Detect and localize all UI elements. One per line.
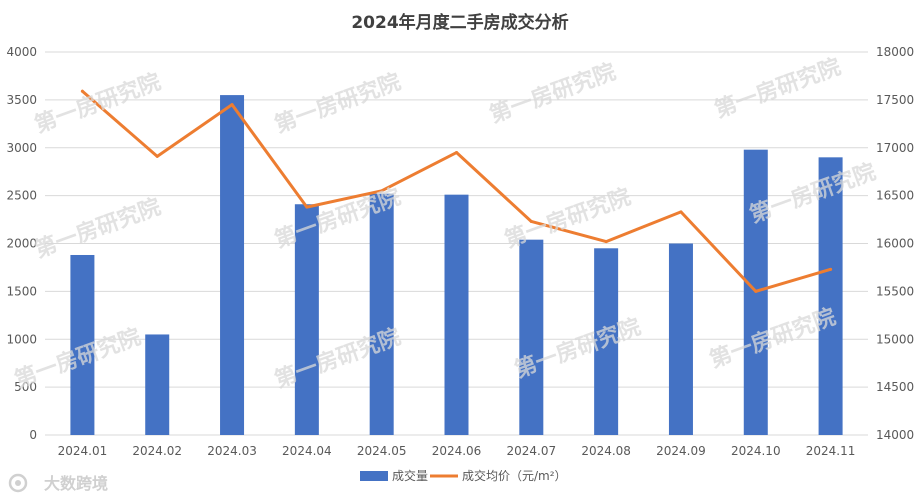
y-left-tick-label: 3000	[6, 141, 37, 155]
watermark-text: 第一房研究院	[501, 184, 634, 254]
source-label: 大数跨境	[44, 474, 108, 493]
bar	[145, 334, 170, 435]
bar	[668, 243, 693, 435]
bar	[294, 204, 319, 435]
axes: 0 14000 500 14500 1000 15000 1500 15500 2000 1600…	[6, 45, 914, 458]
x-tick-label: 2024.06	[432, 444, 482, 458]
y-right-tick-label: 14500	[876, 380, 914, 394]
y-left-tick-label: 1500	[6, 284, 37, 298]
legend-label-bar: 成交量	[392, 468, 428, 483]
x-tick-label: 2024.04	[282, 444, 332, 458]
line-point	[380, 189, 384, 193]
bar	[594, 248, 619, 435]
watermark-text: 第一房研究院	[31, 69, 164, 139]
x-tick-label: 2024.08	[581, 444, 631, 458]
legend-label-line: 成交均价（元/m²）	[462, 468, 567, 483]
bar	[444, 194, 469, 435]
source-logo: 大数跨境	[8, 473, 108, 493]
y-right-tick-label: 18000	[876, 45, 914, 59]
legend-swatch-bar	[360, 471, 388, 481]
line-series	[80, 89, 833, 293]
line-point	[604, 240, 608, 244]
y-right-tick-label: 17500	[876, 93, 914, 107]
line-point	[155, 154, 159, 158]
line-point	[230, 103, 234, 107]
y-left-tick-label: 2500	[6, 189, 37, 203]
watermark-text: 第一房研究院	[486, 59, 619, 129]
watermark-text: 第一房研究院	[711, 54, 844, 124]
line-point	[829, 267, 833, 271]
bar	[519, 239, 544, 435]
x-tick-label: 2024.01	[58, 444, 108, 458]
chart-title: 2024年月度二手房成交分析	[351, 12, 568, 33]
y-right-tick-label: 16500	[876, 189, 914, 203]
y-left-tick-label: 3500	[6, 93, 37, 107]
bar	[220, 95, 245, 436]
y-right-tick-label: 15500	[876, 284, 914, 298]
watermark-text: 第一房研究院	[271, 69, 404, 139]
legend: 成交量 成交均价（元/m²）	[360, 468, 567, 483]
x-tick-label: 2024.09	[656, 444, 706, 458]
y-left-tick-label: 500	[14, 380, 37, 394]
y-left-tick-label: 2000	[6, 237, 37, 251]
source-logo-icon	[8, 473, 28, 493]
x-tick-label: 2024.07	[507, 444, 557, 458]
x-tick-label: 2024.11	[806, 444, 856, 458]
bar-series	[70, 95, 843, 436]
x-tick-label: 2024.05	[357, 444, 407, 458]
y-right-tick-label: 15000	[876, 332, 914, 346]
y-left-tick-label: 0	[29, 428, 37, 442]
y-right-tick-label: 14000	[876, 428, 914, 442]
x-tick-label: 2024.10	[731, 444, 781, 458]
y-left-tick-label: 4000	[6, 45, 37, 59]
bar	[369, 193, 394, 435]
line-point	[529, 219, 533, 223]
line-point	[80, 89, 84, 93]
y-left-tick-label: 1000	[6, 332, 37, 346]
source-logo-dot	[15, 480, 21, 486]
watermark-text: 第一房研究院	[31, 194, 164, 264]
y-right-tick-label: 16000	[876, 237, 914, 251]
line-point	[455, 151, 458, 155]
line-point	[305, 205, 309, 209]
x-tick-label: 2024.03	[207, 444, 257, 458]
y-right-tick-label: 17000	[876, 141, 914, 155]
bar	[70, 254, 95, 435]
line-point	[679, 210, 683, 214]
x-tick-label: 2024.02	[132, 444, 182, 458]
line-point	[754, 289, 758, 293]
bar	[818, 157, 843, 435]
